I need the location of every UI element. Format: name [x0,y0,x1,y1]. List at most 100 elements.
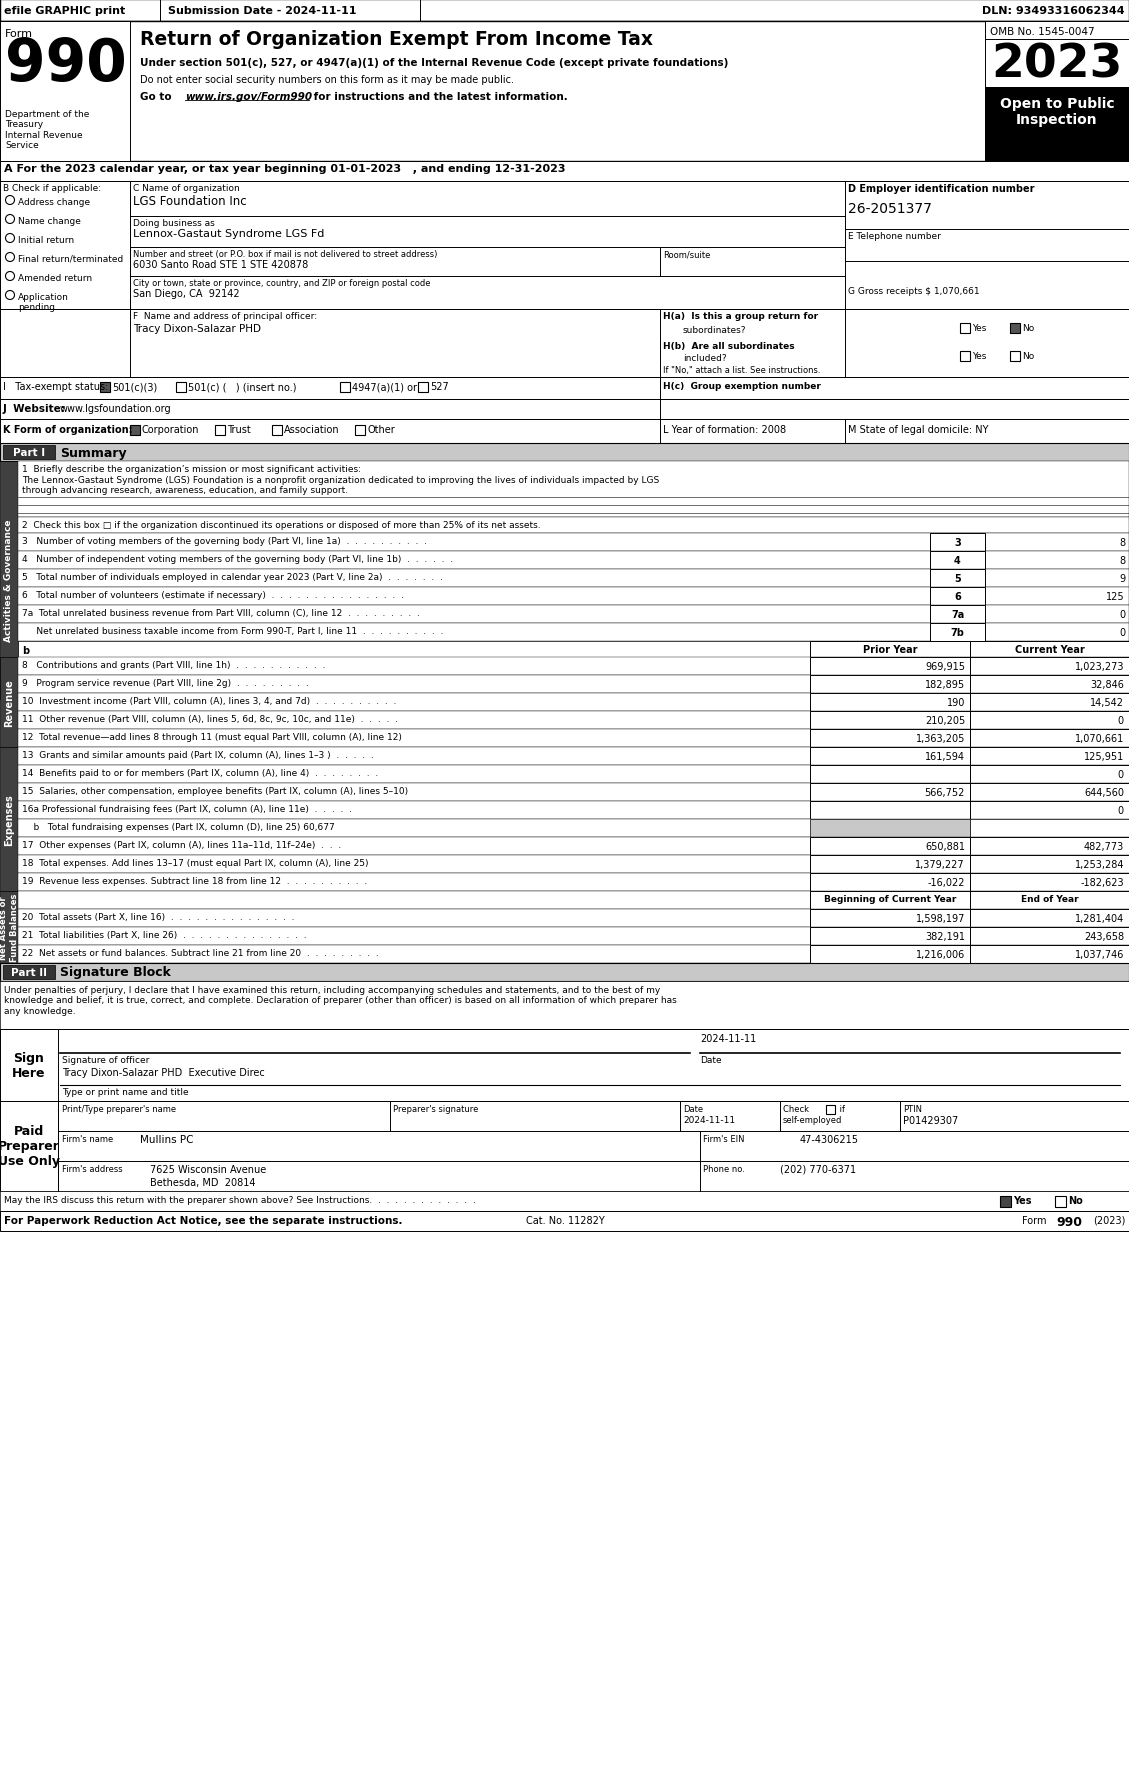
Text: 15  Salaries, other compensation, employee benefits (Part IX, column (A), lines : 15 Salaries, other compensation, employe… [21,786,408,795]
Text: 12  Total revenue—add lines 8 through 11 (must equal Part VIII, column (A), line: 12 Total revenue—add lines 8 through 11 … [21,732,402,741]
Text: 2  Check this box □ if the organization discontinued its operations or disposed : 2 Check this box □ if the organization d… [21,520,541,529]
Text: 16a Professional fundraising fees (Part IX, column (A), line 11e)  .  .  .  .  .: 16a Professional fundraising fees (Part … [21,804,352,814]
Text: -16,022: -16,022 [928,877,965,887]
Text: G Gross receipts $ 1,070,661: G Gross receipts $ 1,070,661 [848,287,980,296]
Text: for instructions and the latest information.: for instructions and the latest informat… [310,93,568,102]
Bar [930,606,984,624]
Bar [809,802,970,820]
Text: 3: 3 [954,538,961,547]
Text: M State of legal domicile: NY: M State of legal domicile: NY [848,424,989,435]
Text: Prior Year: Prior Year [863,645,917,654]
Text: efile GRAPHIC print: efile GRAPHIC print [5,5,125,16]
Text: Print/Type preparer's name: Print/Type preparer's name [62,1105,176,1114]
Text: Yes: Yes [972,324,987,333]
Text: C Name of organization: C Name of organization [133,184,239,192]
Text: 243,658: 243,658 [1084,932,1124,941]
Bar [960,351,970,362]
Text: b   Total fundraising expenses (Part IX, column (D), line 25) 60,677: b Total fundraising expenses (Part IX, c… [21,823,335,832]
Bar [1010,324,1019,333]
Text: 1  Briefly describe the organization’s mission or most significant activities:: 1 Briefly describe the organization’s mi… [21,465,361,474]
Text: Yes: Yes [972,351,987,360]
Bar [18,711,1129,729]
Text: 8: 8 [1119,556,1124,565]
Bar [970,909,1129,927]
Text: 2023: 2023 [991,43,1122,87]
Bar [18,820,1129,838]
Text: Net Assets or
Fund Balances: Net Assets or Fund Balances [0,893,19,962]
Text: No: No [1022,351,1034,360]
Text: Form: Form [1023,1215,1050,1226]
Bar [809,873,970,891]
Text: Submission Date - 2024-11-11: Submission Date - 2024-11-11 [168,5,357,16]
Text: through advancing research, awareness, education, and family support.: through advancing research, awareness, e… [21,486,348,495]
Bar [18,693,1129,711]
Text: 182,895: 182,895 [925,679,965,690]
Bar [0,378,1129,399]
Text: 1,216,006: 1,216,006 [916,950,965,959]
Text: H(b)  Are all subordinates: H(b) Are all subordinates [663,342,795,351]
Text: No: No [1022,324,1034,333]
Text: Firm's address: Firm's address [62,1164,123,1173]
Text: 13  Grants and similar amounts paid (Part IX, column (A), lines 1–3 )  .  .  .  : 13 Grants and similar amounts paid (Part… [21,750,374,759]
Bar [970,820,1129,838]
Text: 5: 5 [954,574,961,584]
Text: 6: 6 [954,592,961,602]
Text: 6   Total number of volunteers (estimate if necessary)  .  .  .  .  .  .  .  .  : 6 Total number of volunteers (estimate i… [21,590,404,601]
Bar [809,693,970,711]
Bar [18,658,1129,675]
Bar [970,927,1129,946]
Text: 1,363,205: 1,363,205 [916,734,965,743]
Text: Initial return: Initial return [18,235,75,244]
Circle shape [6,216,15,225]
Text: Return of Organization Exempt From Income Tax: Return of Organization Exempt From Incom… [140,30,653,48]
Text: Sign
Here: Sign Here [12,1051,46,1080]
Text: PTIN: PTIN [903,1105,922,1114]
Text: Paid
Preparer
Use Only: Paid Preparer Use Only [0,1124,60,1167]
Text: Do not enter social security numbers on this form as it may be made public.: Do not enter social security numbers on … [140,75,514,86]
Bar [18,462,1129,519]
Bar [0,891,18,964]
Text: Beginning of Current Year: Beginning of Current Year [824,895,956,903]
Text: 0: 0 [1118,716,1124,725]
Text: Form: Form [5,29,33,39]
Bar [0,1030,58,1101]
Text: Part I: Part I [12,447,45,458]
Bar [809,658,970,675]
Text: Under penalties of perjury, I declare that I have examined this return, includin: Under penalties of perjury, I declare th… [5,985,676,1016]
Text: Date: Date [700,1055,721,1064]
Bar [18,855,1129,873]
Text: D Employer identification number: D Employer identification number [848,184,1034,194]
Bar [1000,1196,1010,1208]
Bar [970,855,1129,873]
Bar [18,675,1129,693]
Text: I   Tax-exempt status:: I Tax-exempt status: [3,381,108,392]
Bar [970,658,1129,675]
Text: 26-2051377: 26-2051377 [848,201,931,216]
Circle shape [6,290,15,301]
Bar [18,533,1129,552]
Text: Cat. No. 11282Y: Cat. No. 11282Y [526,1215,604,1226]
Text: 18  Total expenses. Add lines 13–17 (must equal Part IX, column (A), line 25): 18 Total expenses. Add lines 13–17 (must… [21,859,368,868]
Text: P01429307: P01429307 [903,1116,959,1126]
Text: 14  Benefits paid to or for members (Part IX, column (A), line 4)  .  .  .  .  .: 14 Benefits paid to or for members (Part… [21,768,378,777]
Text: Mullins PC: Mullins PC [140,1135,193,1144]
Text: F  Name and address of principal officer:: F Name and address of principal officer: [133,312,317,321]
Bar [930,624,984,642]
Text: 566,752: 566,752 [925,788,965,798]
Text: 382,191: 382,191 [925,932,965,941]
Text: 527: 527 [430,381,448,392]
Text: Activities & Governance: Activities & Governance [5,520,14,642]
Bar [970,946,1129,964]
Text: Yes: Yes [1013,1196,1032,1205]
Text: For Paperwork Reduction Act Notice, see the separate instructions.: For Paperwork Reduction Act Notice, see … [5,1215,403,1226]
Text: Type or print name and title: Type or print name and title [62,1087,189,1096]
Text: Tracy Dixon-Salazar PHD  Executive Direc: Tracy Dixon-Salazar PHD Executive Direc [62,1067,264,1078]
Bar [0,964,1129,982]
Bar [340,383,350,392]
Bar [984,21,1129,162]
Text: Current Year: Current Year [1015,645,1084,654]
Text: 482,773: 482,773 [1084,841,1124,852]
Bar [0,421,1129,444]
Bar [826,1105,835,1114]
Text: subordinates?: subordinates? [683,326,746,335]
